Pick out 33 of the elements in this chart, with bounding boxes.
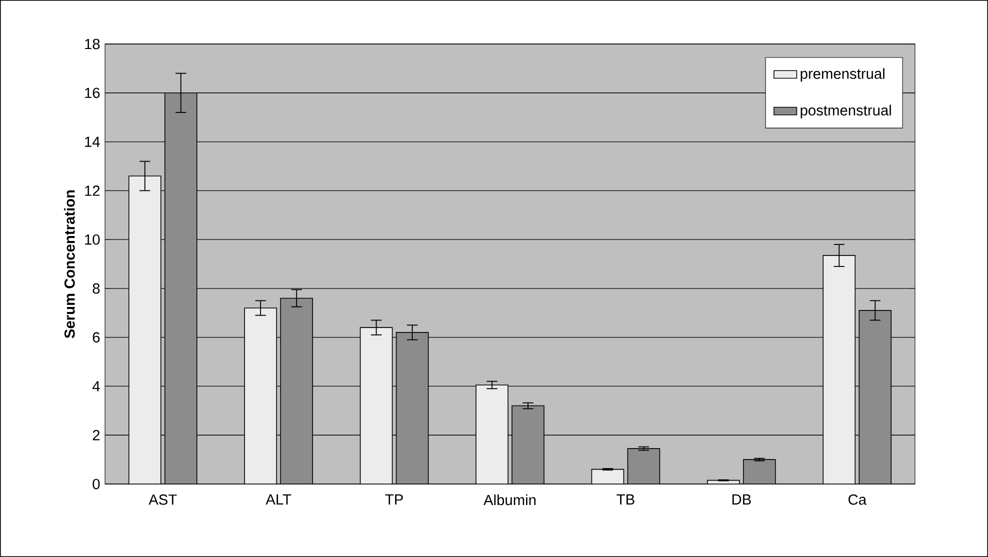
y-tick-label: 8	[92, 283, 100, 294]
y-tick-label: 6	[92, 332, 100, 343]
legend-label: postmenstrual	[800, 104, 891, 118]
y-tick-label: 12	[85, 186, 100, 196]
bar	[822, 255, 856, 484]
bar	[244, 308, 277, 484]
bar	[512, 405, 544, 484]
x-tick-label: TB	[616, 494, 634, 504]
bar	[128, 176, 162, 484]
bar	[280, 298, 313, 484]
y-axis-title: Serum Concentration	[64, 190, 75, 338]
y-tick-label: 4	[92, 381, 100, 392]
x-tick-label: ALT	[266, 494, 292, 504]
legend-label: premenstrual	[800, 68, 884, 82]
y-tick-label: 14	[85, 136, 100, 147]
y-tick-label: 2	[92, 430, 100, 440]
x-tick-label: AST	[148, 494, 177, 505]
bar	[396, 332, 429, 484]
y-tick-label: 18	[85, 38, 100, 50]
bar	[743, 459, 776, 484]
bar	[164, 92, 198, 484]
bar	[476, 384, 508, 484]
y-tick-label: 10	[85, 234, 100, 245]
y-tick-label: 0	[92, 478, 100, 490]
x-tick-label: Albumin	[484, 494, 536, 506]
x-tick-label: TP	[385, 494, 403, 504]
y-tick-label: 16	[85, 88, 100, 98]
bar	[627, 448, 660, 484]
x-tick-label: DB	[732, 494, 751, 504]
x-tick-label: Ca	[848, 494, 867, 505]
bar	[858, 310, 892, 484]
bar	[360, 327, 393, 484]
bar	[591, 468, 624, 484]
